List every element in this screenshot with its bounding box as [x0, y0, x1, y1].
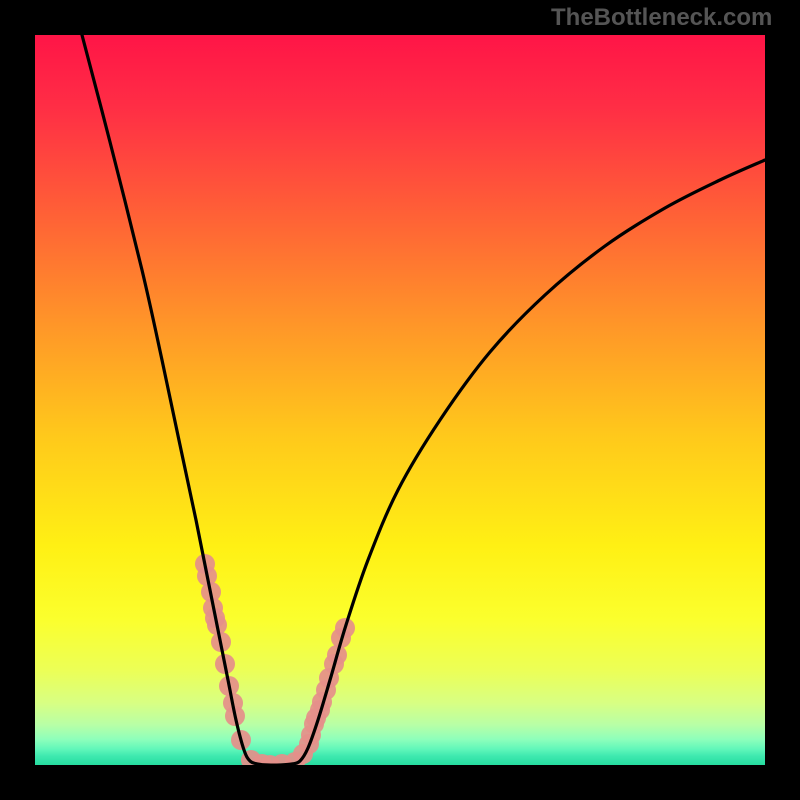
- watermark-text: TheBottleneck.com: [551, 4, 772, 32]
- bottleneck-chart: [0, 0, 800, 800]
- gradient-background: [35, 35, 765, 765]
